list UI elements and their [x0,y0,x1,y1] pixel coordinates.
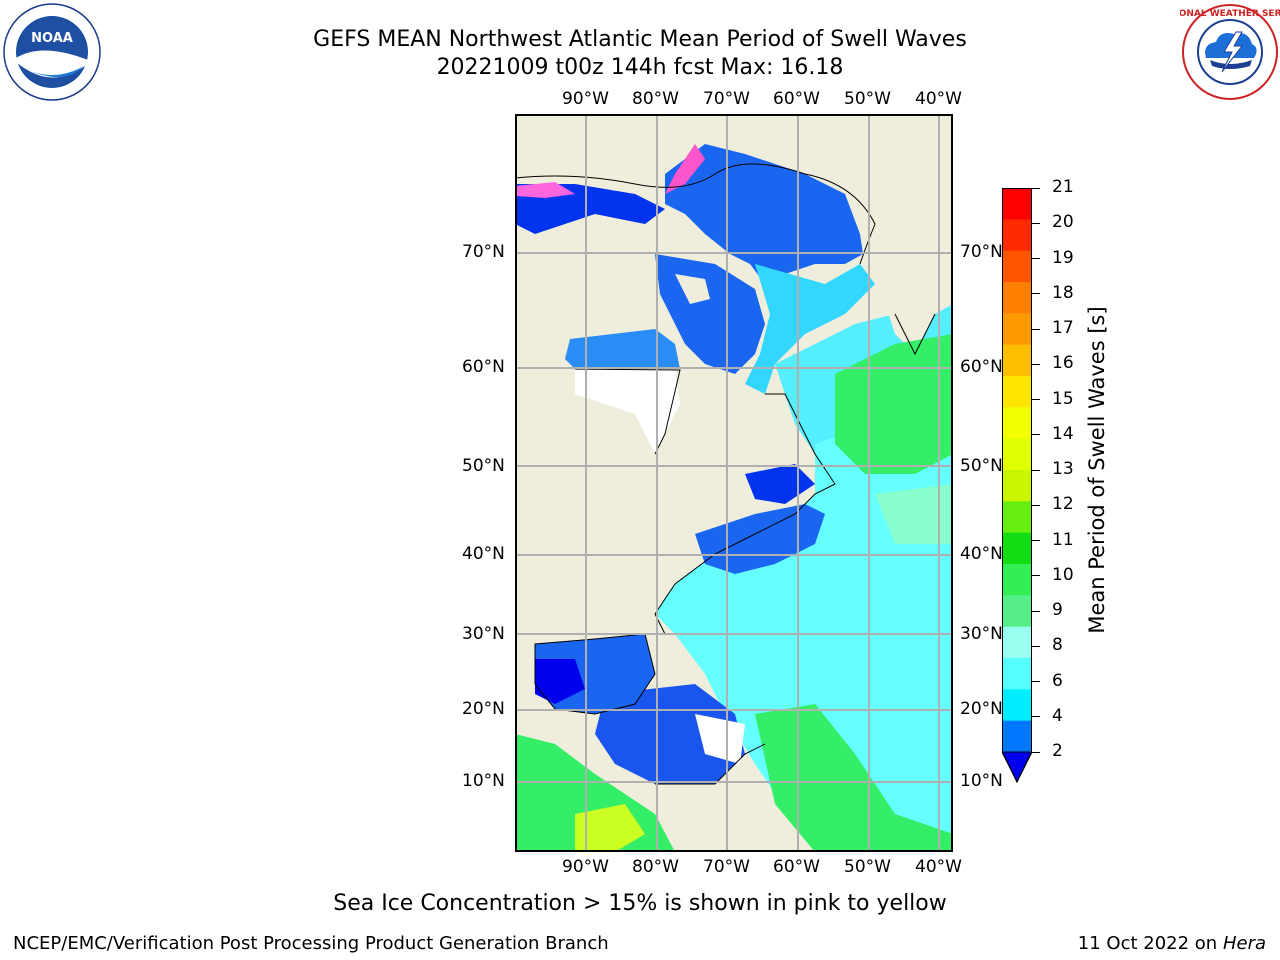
footer-date-text: 11 Oct 2022 on [1077,933,1223,954]
colorbar-segment [1002,470,1032,502]
lat-label-left: 60°N [462,357,505,377]
lat-label-right: 30°N [960,624,1003,644]
footer-machine: Hera [1222,933,1266,954]
lat-label-left: 40°N [462,544,505,564]
map-subtitle: 20221009 t00z 144h fcst Max: 16.18 [436,55,844,80]
colorbar-segment [1002,532,1032,565]
colorbar-tick-label: 12 [1052,494,1074,515]
colorbar-tick-mark [1032,575,1040,577]
lat-label-right: 20°N [960,699,1003,719]
colorbar-segment [1002,564,1032,596]
colorbar-segment [1002,595,1032,628]
map-panel [514,114,953,852]
lon-label-top: 70°W [703,89,750,109]
colorbar-segment [1002,720,1032,753]
colorbar-tick-label: 6 [1052,670,1063,691]
footer-credit: NCEP/EMC/Verification Post Processing Pr… [13,933,609,954]
lon-label-bottom: 50°W [844,857,891,877]
lat-label-right: 40°N [960,544,1003,564]
colorbar-tick-label: 2 [1052,741,1063,761]
colorbar-tick-label: 14 [1052,423,1074,444]
colorbar-tick-label: 8 [1052,635,1063,656]
colorbar-tick-mark [1032,645,1040,647]
colorbar-tick-mark [1032,258,1040,259]
colorbar-segment [1002,689,1032,722]
lat-label-right: 60°N [960,357,1003,377]
colorbar-tick-label: 20 [1052,212,1074,233]
colorbar-segment [1002,219,1032,252]
svg-text:NATIONAL WEATHER SERVICE: NATIONAL WEATHER SERVICE [1180,9,1280,19]
colorbar-segment [1002,344,1032,377]
colorbar-segment [1002,250,1032,283]
colorbar-tick-mark [1032,716,1040,718]
lon-label-bottom: 80°W [632,857,679,877]
nws-logo: NATIONAL WEATHER SERVICE [1155,2,1280,102]
lat-label-left: 50°N [462,456,505,476]
colorbar-tick-label: 18 [1052,282,1074,303]
colorbar-tick-mark [1032,328,1040,330]
colorbar-tick-label: 10 [1052,564,1074,585]
lon-label-top: 40°W [915,89,962,109]
colorbar-tick-label: 15 [1052,388,1074,409]
colorbar-tick-label: 21 [1052,177,1074,197]
colorbar-tick-mark [1032,187,1040,189]
colorbar-tick-mark [1032,504,1040,506]
graticule [515,114,953,852]
map-title: GEFS MEAN Northwest Atlantic Mean Period… [313,27,967,52]
sea-ice-note: Sea Ice Concentration > 15% is shown in … [333,891,947,916]
svg-text:NOAA: NOAA [31,31,73,46]
colorbar [1001,188,1033,784]
colorbar-tick-mark [1032,399,1040,400]
lat-label-left: 10°N [462,771,505,791]
colorbar-segment [1002,438,1032,471]
colorbar-tick-label: 19 [1052,247,1074,268]
colorbar-tick-mark [1032,469,1040,471]
colorbar-tick-label: 11 [1052,529,1074,550]
lon-label-top: 80°W [632,89,679,109]
colorbar-tick-mark [1032,751,1040,753]
colorbar-segment [1002,282,1032,314]
colorbar-segment [1002,501,1032,534]
colorbar-segment [1002,188,1032,220]
colorbar-segment [1002,626,1032,659]
colorbar-tick-mark [1032,681,1040,682]
noaa-logo: NOAA [2,2,102,102]
colorbar-tick-mark [1032,222,1040,224]
colorbar-tick-label: 16 [1052,353,1074,374]
lon-label-bottom: 60°W [773,857,820,877]
lat-label-right: 70°N [960,242,1003,262]
colorbar-segment [1002,376,1032,408]
colorbar-label: Mean Period of Swell Waves [s] [1085,306,1109,634]
lon-label-top: 50°W [844,89,891,109]
colorbar-segment [1002,407,1032,440]
colorbar-tick-mark [1032,363,1040,365]
colorbar-segment [1002,658,1032,690]
lat-label-left: 20°N [462,699,505,719]
colorbar-tick-label: 4 [1052,705,1063,726]
colorbar-tick-mark [1032,610,1040,612]
colorbar-tick-label: 17 [1052,318,1074,338]
lat-label-right: 10°N [960,771,1003,791]
lat-label-left: 70°N [462,242,505,262]
lon-label-bottom: 70°W [703,857,750,877]
lat-label-right: 50°N [960,456,1003,476]
lon-label-bottom: 90°W [562,857,609,877]
colorbar-under-triangle [1001,751,1033,784]
colorbar-tick-mark [1032,434,1040,436]
colorbar-segment [1002,313,1032,346]
footer-date: 11 Oct 2022 on Hera [1078,933,1266,954]
lat-label-left: 30°N [462,624,505,644]
lon-label-bottom: 40°W [915,857,962,877]
colorbar-tick-mark [1032,293,1040,295]
colorbar-tick-mark [1032,540,1040,541]
colorbar-tick-label: 13 [1052,459,1074,479]
lon-label-top: 90°W [562,89,609,109]
colorbar-tick-label: 9 [1052,600,1063,620]
lon-label-top: 60°W [773,89,820,109]
swell-period-map [514,114,953,852]
